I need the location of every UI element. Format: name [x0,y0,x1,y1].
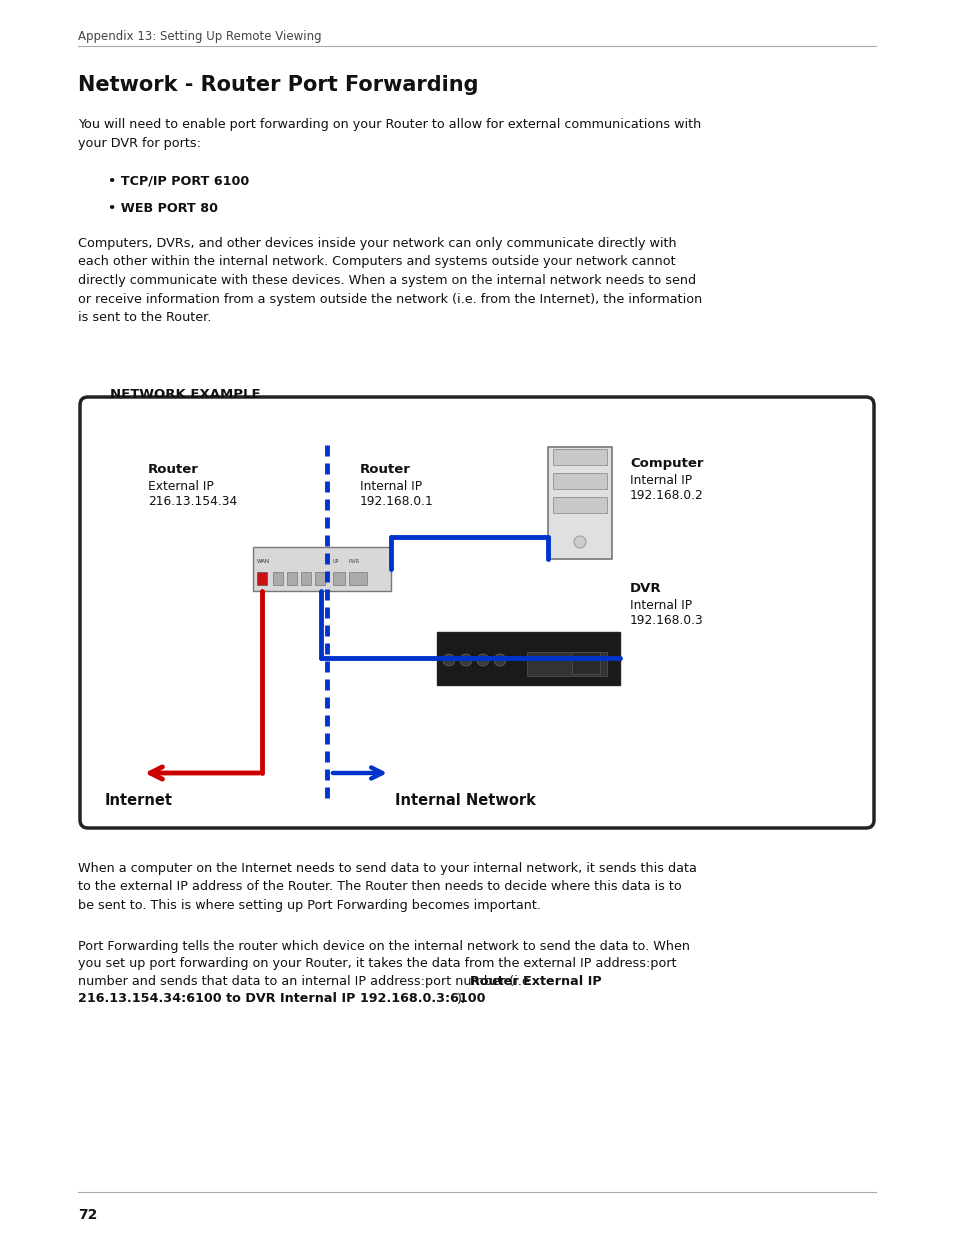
Text: Router: Router [359,463,411,475]
Text: Router: Router [148,463,198,475]
Text: You will need to enable port forwarding on your Router to allow for external com: You will need to enable port forwarding … [78,119,700,149]
Bar [273,572,283,585]
Text: DVR: DVR [629,582,661,595]
Circle shape [442,655,455,666]
Circle shape [494,655,505,666]
Bar [553,473,606,489]
Text: WAN: WAN [256,559,270,564]
Text: Internal IP: Internal IP [359,480,421,493]
Text: NETWORK EXAMPLE: NETWORK EXAMPLE [110,388,260,401]
Bar [256,572,267,585]
Text: UP: UP [333,559,339,564]
Text: Internet: Internet [105,793,172,808]
Text: 192.168.0.2: 192.168.0.2 [629,489,703,501]
Text: Computer: Computer [629,457,702,471]
Text: number and sends that data to an internal IP address:port number (i.e: number and sends that data to an interna… [78,974,533,988]
Text: External IP: External IP [148,480,213,493]
Text: Internal IP: Internal IP [629,474,691,487]
Bar [333,572,345,585]
Bar [349,572,367,585]
Bar [553,450,606,466]
Circle shape [476,655,489,666]
Bar [526,652,606,676]
Text: When a computer on the Internet needs to send data to your internal network, it : When a computer on the Internet needs to… [78,862,696,911]
Text: Port Forwarding tells the router which device on the internal network to send th: Port Forwarding tells the router which d… [78,940,689,953]
Circle shape [574,536,585,548]
Text: ).: ). [456,993,464,1005]
Circle shape [459,655,472,666]
Text: Internal Network: Internal Network [395,793,536,808]
Bar [287,572,296,585]
Text: Appendix 13: Setting Up Remote Viewing: Appendix 13: Setting Up Remote Viewing [78,30,321,43]
Bar [547,447,612,559]
Bar [253,547,391,592]
Text: Computers, DVRs, and other devices inside your network can only communicate dire: Computers, DVRs, and other devices insid… [78,237,701,324]
Text: 192.168.0.1: 192.168.0.1 [359,495,434,508]
Text: • TCP/IP PORT 6100: • TCP/IP PORT 6100 [108,175,249,188]
Text: Router External IP: Router External IP [470,974,601,988]
Text: 216.13.154.34: 216.13.154.34 [148,495,237,508]
Text: PWR: PWR [349,559,359,564]
Text: Internal IP: Internal IP [629,599,691,613]
Text: 192.168.0.3: 192.168.0.3 [629,614,703,627]
Bar [301,572,311,585]
Text: 72: 72 [78,1208,97,1221]
Bar [314,572,325,585]
Text: 216.13.154.34:6100 to DVR Internal IP 192.168.0.3:6100: 216.13.154.34:6100 to DVR Internal IP 19… [78,993,485,1005]
Bar [553,496,606,513]
Text: Network - Router Port Forwarding: Network - Router Port Forwarding [78,75,478,95]
Bar [436,632,619,685]
Bar [572,652,599,674]
FancyBboxPatch shape [80,396,873,827]
Text: • WEB PORT 80: • WEB PORT 80 [108,203,218,215]
Text: you set up port forwarding on your Router, it takes the data from the external I: you set up port forwarding on your Route… [78,957,676,971]
